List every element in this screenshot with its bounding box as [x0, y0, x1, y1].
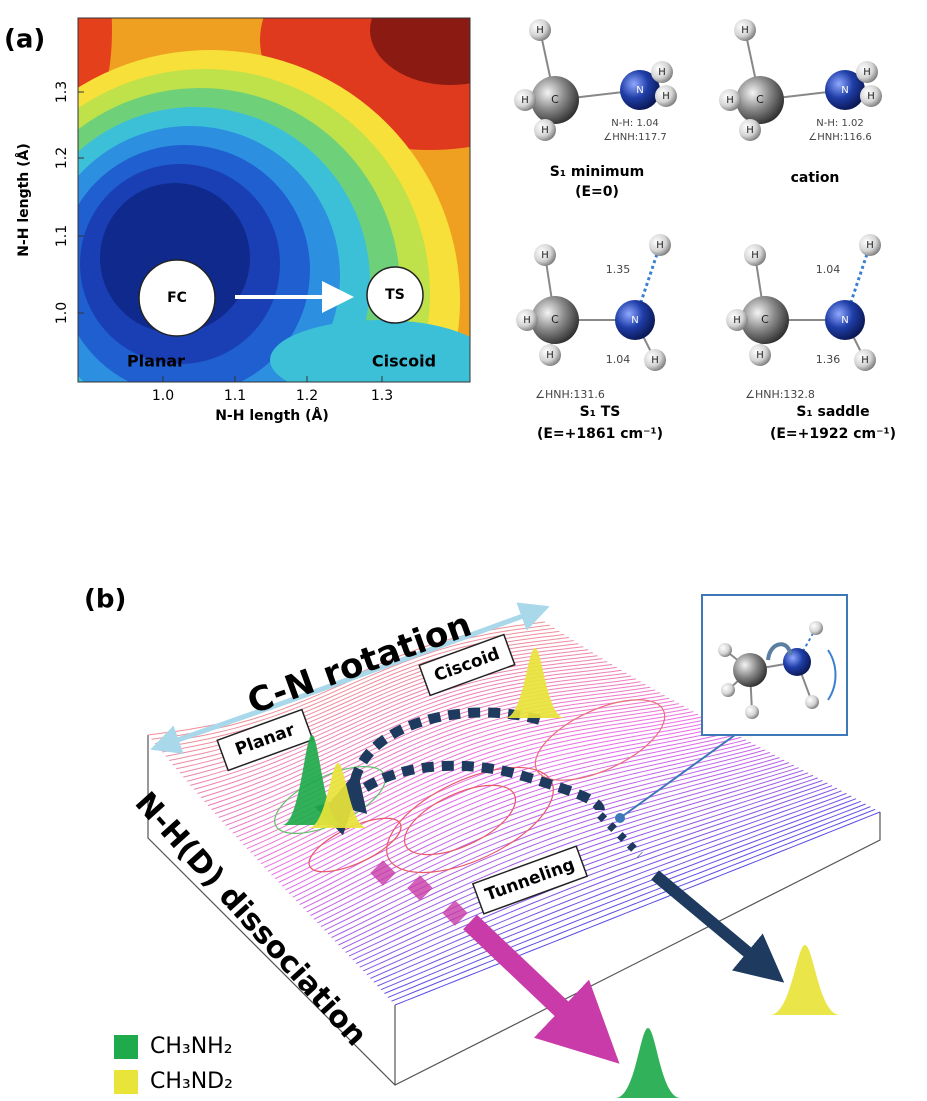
structure-energy: (E=0): [575, 184, 619, 200]
atom-label: H: [536, 25, 544, 36]
bond-angle: ∠HNH:116.6: [808, 132, 871, 143]
atom-label: H: [861, 355, 869, 366]
atom-label: N: [841, 85, 848, 96]
dissociation-arrow: [470, 922, 605, 1050]
legend-label: CH₃ND₂: [150, 1069, 233, 1094]
surface-line: [381, 801, 861, 989]
bond-angle: ∠HNH:131.6: [535, 388, 605, 401]
bond-length: N-H: 1.04: [611, 118, 658, 129]
y-tick-label: 1.3: [54, 81, 70, 103]
atom-label: H: [521, 95, 529, 106]
structure-energy: (E=+1922 cm⁻¹): [770, 426, 896, 442]
atom-label: C: [761, 313, 769, 326]
atom: [721, 683, 735, 697]
x-tick-label: 1.2: [296, 388, 318, 404]
atom-label: H: [867, 91, 875, 102]
inset-pointer-dot: [615, 813, 625, 823]
atom-label: H: [546, 350, 554, 361]
y-tick-label: 1.1: [54, 225, 70, 247]
panel-label: (b): [84, 585, 126, 615]
contour-map: [0, 0, 600, 632]
bond-length: N-H: 1.02: [816, 118, 863, 129]
panel-label: (a): [4, 25, 45, 55]
x-tick-label: 1.1: [224, 388, 246, 404]
atom: [805, 695, 819, 709]
wavepacket: [616, 1028, 681, 1098]
structure-name: S₁ saddle: [796, 404, 869, 420]
wavepacket: [770, 945, 840, 1015]
atom-label: H: [541, 125, 549, 136]
figure: (a) 1.0 1.1 1.2 1.3 1.0 1.1 1.2 1.3 N-H length (Å…: [0, 0, 927, 1101]
y-tick-label: 1.2: [54, 147, 70, 169]
atom: [718, 643, 732, 657]
atom-label: C: [551, 93, 559, 106]
bond-length: 1.04: [816, 263, 841, 276]
legend-label: CH₃NH₂: [150, 1034, 233, 1059]
atom-label: H: [863, 67, 871, 78]
atom: [733, 653, 767, 687]
structure-name: S₁ minimum: [550, 164, 644, 180]
atom: [783, 648, 811, 676]
bond-length: 1.04: [606, 353, 631, 366]
fc-label: FC: [167, 290, 187, 306]
atom-label: H: [746, 125, 754, 136]
structure-energy: (E=+1861 cm⁻¹): [537, 426, 663, 442]
region-label: Ciscoid: [372, 352, 436, 371]
bond-length: 1.35: [606, 263, 631, 276]
x-tick-label: 1.0: [152, 388, 174, 404]
bond-angle: ∠HNH:117.7: [603, 132, 666, 143]
dissociation-marker: [370, 860, 395, 885]
ts-label: TS: [385, 287, 405, 303]
dissociation-arrow: [655, 875, 775, 975]
bond-angle: ∠HNH:132.8: [745, 388, 815, 401]
atom-label: N: [636, 85, 643, 96]
atom-label: H: [662, 91, 670, 102]
atom-label: H: [541, 250, 549, 261]
atom-label: H: [658, 67, 666, 78]
region-label: Planar: [127, 352, 185, 371]
atom-label: H: [651, 355, 659, 366]
x-tick-label: 1.3: [371, 388, 393, 404]
y-axis-label: N-H length (Å): [15, 143, 32, 257]
atom: [745, 705, 759, 719]
atom-label: H: [741, 25, 749, 36]
bond-length: 1.36: [816, 353, 841, 366]
legend-swatch: [114, 1035, 138, 1059]
y-tick-label: 1.0: [54, 302, 70, 324]
structure-name: cation: [791, 170, 840, 186]
atom-label: C: [551, 313, 559, 326]
atom-label: C: [756, 93, 764, 106]
atom-label: H: [656, 240, 664, 251]
atom-label: H: [726, 95, 734, 106]
atom-label: H: [751, 250, 759, 261]
atom-label: H: [756, 350, 764, 361]
x-axis-label: N-H length (Å): [215, 407, 329, 424]
atom-label: N: [841, 315, 848, 326]
atom-label: H: [523, 315, 531, 326]
atom-label: H: [866, 240, 874, 251]
structure-name: S₁ TS: [580, 404, 621, 420]
atom-label: H: [733, 315, 741, 326]
atom: [809, 621, 823, 635]
atom-label: N: [631, 315, 638, 326]
legend-swatch: [114, 1070, 138, 1094]
surface-line: [370, 793, 846, 978]
